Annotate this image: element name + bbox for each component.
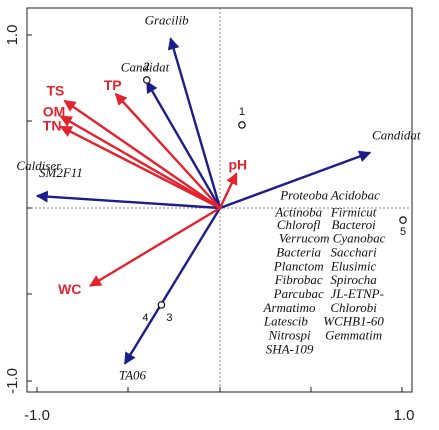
- species-label-chlorofl: Chlorofl: [277, 217, 321, 232]
- species-label-actinoba: Actinoba: [274, 205, 322, 220]
- species-label-sha-109: SHA-109: [266, 341, 314, 356]
- sample-label-2: 2: [144, 61, 150, 73]
- x-tick-label-max: 1.0: [394, 407, 415, 424]
- species-arrows: Gracilib Candidat Candidat TA06 SM2F11: [35, 12, 421, 383]
- species-arrow-sm2f11-4: [35, 190, 221, 210]
- sample-point-5: [399, 216, 407, 224]
- env-arrow-om: [59, 115, 221, 210]
- sample-point-3: [157, 301, 166, 309]
- env-arrow-wc: [89, 206, 221, 287]
- species-label-jl-etnp: JL-ETNP-: [331, 286, 384, 301]
- species-label-acidobac: Acidobac: [330, 187, 380, 202]
- species-arrow-label-gracilib-0: Gracilib: [145, 12, 190, 27]
- species-arrow-label-candidat-1: Candidat: [121, 60, 170, 75]
- sample-label-5: 5: [400, 226, 406, 238]
- species-label-parcubac: Parcubac: [273, 286, 324, 301]
- env-label-ph: pH: [228, 156, 247, 172]
- env-label-tp: TP: [104, 77, 122, 93]
- env-arrow-tp: [114, 92, 221, 209]
- x-tick-label-min: -1.0: [24, 407, 50, 424]
- sample-point-1: [238, 121, 246, 129]
- sample-label-1: 1: [239, 106, 245, 118]
- species-arrow-candidat-1: [145, 80, 222, 209]
- env-label-wc: WC: [58, 281, 81, 297]
- env-arrow-ts: [63, 99, 221, 209]
- species-label-elusimic: Elusimic: [330, 258, 377, 273]
- species-label-nitrospi: Nitrospi: [267, 327, 311, 342]
- env-arrow-tn: [59, 125, 221, 210]
- species-label-fibrobac: Fibrobac: [274, 272, 323, 287]
- species-label-bacteroi: Bacteroi: [331, 217, 376, 232]
- species-label-cyanobac: Cyanobac: [333, 231, 386, 246]
- species-labels: Caldiser Proteoba Acidobac Actinoba Firmicut…: [16, 158, 385, 356]
- y-tick-label-min: -1.0: [4, 368, 21, 394]
- species-label-planctom: Planctom: [273, 258, 324, 273]
- species-label-firmicut: Firmicut: [330, 205, 377, 220]
- species-label-wchb1-60: WCHB1-60: [323, 314, 384, 329]
- species-label-chlorobi: Chlorobi: [330, 300, 377, 315]
- env-arrow-ph: [218, 172, 238, 209]
- species-arrow-label-sm2f11-4: SM2F11: [39, 165, 83, 180]
- species-label-latescib: Latescib: [263, 314, 309, 329]
- species-arrow-ta06-3: [123, 207, 222, 365]
- species-label-sacchari: Sacchari: [330, 244, 377, 259]
- species-label-gemmatim: Gemmatim: [325, 327, 382, 342]
- env-label-ts: TS: [46, 83, 64, 99]
- species-arrow-label-candidat-2: Candidat: [372, 128, 421, 143]
- species-label-proteoba: Proteoba: [279, 187, 328, 202]
- species-label-verrucom: Verrucom: [279, 231, 330, 246]
- species-label-spirocha: Spirocha: [330, 272, 377, 287]
- species-arrow-candidat-2: [219, 150, 372, 210]
- env-label-tn: TN: [43, 118, 62, 134]
- species-label-armatimo: Armatimo: [263, 300, 317, 315]
- species-label-bacteria: Bacteria: [276, 244, 321, 259]
- species-label-caldiser: Caldiser: [16, 158, 62, 173]
- y-tick-label-max: 1.0: [4, 25, 21, 46]
- sample-label-4: 4: [142, 312, 148, 324]
- sample-point-2: [143, 76, 151, 84]
- env-label-om: OM: [43, 103, 66, 119]
- sample-points: 1 2 3 4 5: [142, 61, 407, 324]
- species-arrow-label-ta06-3: TA06: [119, 368, 147, 383]
- axis-ticks: [27, 34, 403, 392]
- sample-label-3: 3: [166, 312, 172, 324]
- species-arrow-gracilib-0: [167, 37, 222, 209]
